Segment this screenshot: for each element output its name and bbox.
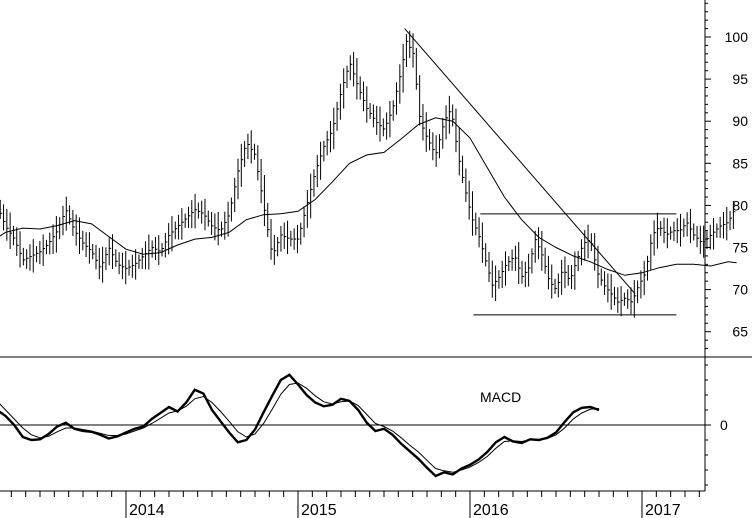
y-tick-label: 80: [732, 197, 748, 213]
trendline: [404, 28, 636, 295]
y-tick-label: 100: [725, 29, 749, 45]
y-tick-label: 70: [732, 282, 748, 298]
macd-panel: MACD 0: [0, 364, 728, 486]
macd-axis: 0: [705, 364, 728, 486]
y-tick-label: 85: [732, 155, 748, 171]
x-year-label: 2016: [473, 502, 509, 518]
macd-y-tick-label: 0: [720, 417, 728, 433]
trendlines: [404, 28, 677, 316]
macd-line: [0, 373, 600, 478]
y-tick-label: 90: [732, 113, 748, 129]
price-panel: 65 70 75 80 85 90 95 100: [0, 2, 749, 358]
price-bars: [0, 30, 736, 318]
x-year-label: 2017: [645, 502, 681, 518]
x-year-label: 2015: [301, 502, 337, 518]
y-tick-label: 95: [732, 71, 748, 87]
price-axis: 65 70 75 80 85 90 95 100: [705, 2, 749, 358]
moving-average-line: [0, 117, 737, 276]
x-year-label: 2014: [129, 502, 165, 518]
macd-label: MACD: [480, 389, 521, 405]
y-tick-label: 75: [732, 240, 748, 256]
y-tick-label: 65: [732, 324, 748, 340]
x-axis: 2014 2015 2016 2017: [0, 490, 705, 518]
x-axis-ticks: 2014 2015 2016 2017: [10, 491, 700, 518]
macd-signal-line: [0, 382, 600, 473]
